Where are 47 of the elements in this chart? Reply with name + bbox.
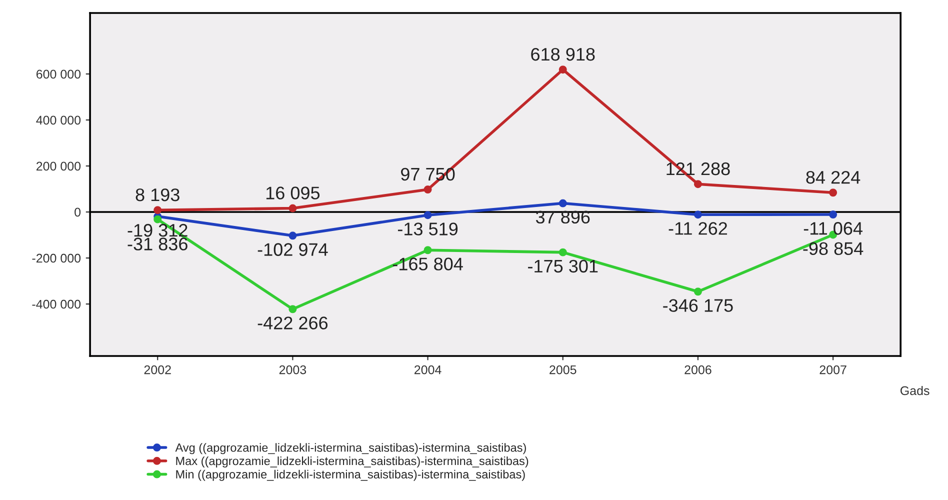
point bbox=[694, 210, 702, 219]
y-tick-label: 0 bbox=[74, 208, 81, 217]
data-label: -346 175 bbox=[663, 299, 733, 312]
x-tick-label: 2004 bbox=[414, 365, 442, 374]
point bbox=[288, 232, 297, 240]
point bbox=[694, 180, 702, 188]
point bbox=[558, 248, 567, 256]
point bbox=[558, 66, 567, 74]
data-label: -11 064 bbox=[804, 222, 862, 235]
data-label: -98 854 bbox=[803, 242, 864, 256]
data-label: -13 519 bbox=[398, 222, 458, 236]
data-label: 37 896 bbox=[536, 210, 590, 224]
point bbox=[154, 215, 162, 224]
point bbox=[288, 305, 297, 314]
y-tick-label: 400 000 bbox=[36, 116, 81, 125]
data-label: -31 836 bbox=[128, 238, 188, 250]
data-label: -11 262 bbox=[668, 222, 728, 235]
x-tick-label: 2002 bbox=[144, 365, 171, 374]
x-tick-label: 2003 bbox=[279, 365, 306, 374]
y-tick-label: 600 000 bbox=[36, 70, 81, 79]
data-label: -102 974 bbox=[258, 243, 328, 256]
legend-label: Avg ((apgrozamie_lidzekli-istermina_saistibas)-istermina_saistibas) bbox=[175, 443, 526, 454]
legend-label: Max ((apgrozamie_lidzekli-istermina_saistibas)-istermina_saistibas) bbox=[176, 456, 528, 468]
x-tick-label: 2005 bbox=[550, 365, 576, 374]
data-label: 84 224 bbox=[806, 170, 860, 184]
point bbox=[154, 206, 162, 214]
point bbox=[829, 210, 838, 219]
point bbox=[424, 246, 432, 254]
point bbox=[424, 211, 432, 220]
point bbox=[694, 288, 702, 296]
point bbox=[288, 204, 297, 212]
x-tick-label: 2006 bbox=[684, 365, 712, 374]
x-tick-label: 2007 bbox=[820, 365, 846, 374]
data-label: -165 804 bbox=[392, 258, 463, 270]
data-label: -422 266 bbox=[258, 316, 328, 330]
point bbox=[424, 186, 432, 194]
x-axis-title: Gads bbox=[900, 386, 930, 396]
data-label: -175 301 bbox=[528, 260, 598, 273]
point bbox=[558, 199, 567, 208]
y-tick-label: 200 000 bbox=[36, 162, 81, 171]
legend-label: Min ((apgrozamie_lidzekli-istermina_saistibas)-istermina_saistibas) bbox=[176, 470, 525, 481]
y-tick-label: -400 000 bbox=[32, 300, 81, 309]
data-label: 16 095 bbox=[266, 186, 320, 200]
data-label: 618 918 bbox=[531, 48, 595, 61]
data-label: 8 193 bbox=[136, 188, 180, 202]
point bbox=[829, 188, 838, 197]
y-tick-label: -200 000 bbox=[32, 254, 81, 263]
